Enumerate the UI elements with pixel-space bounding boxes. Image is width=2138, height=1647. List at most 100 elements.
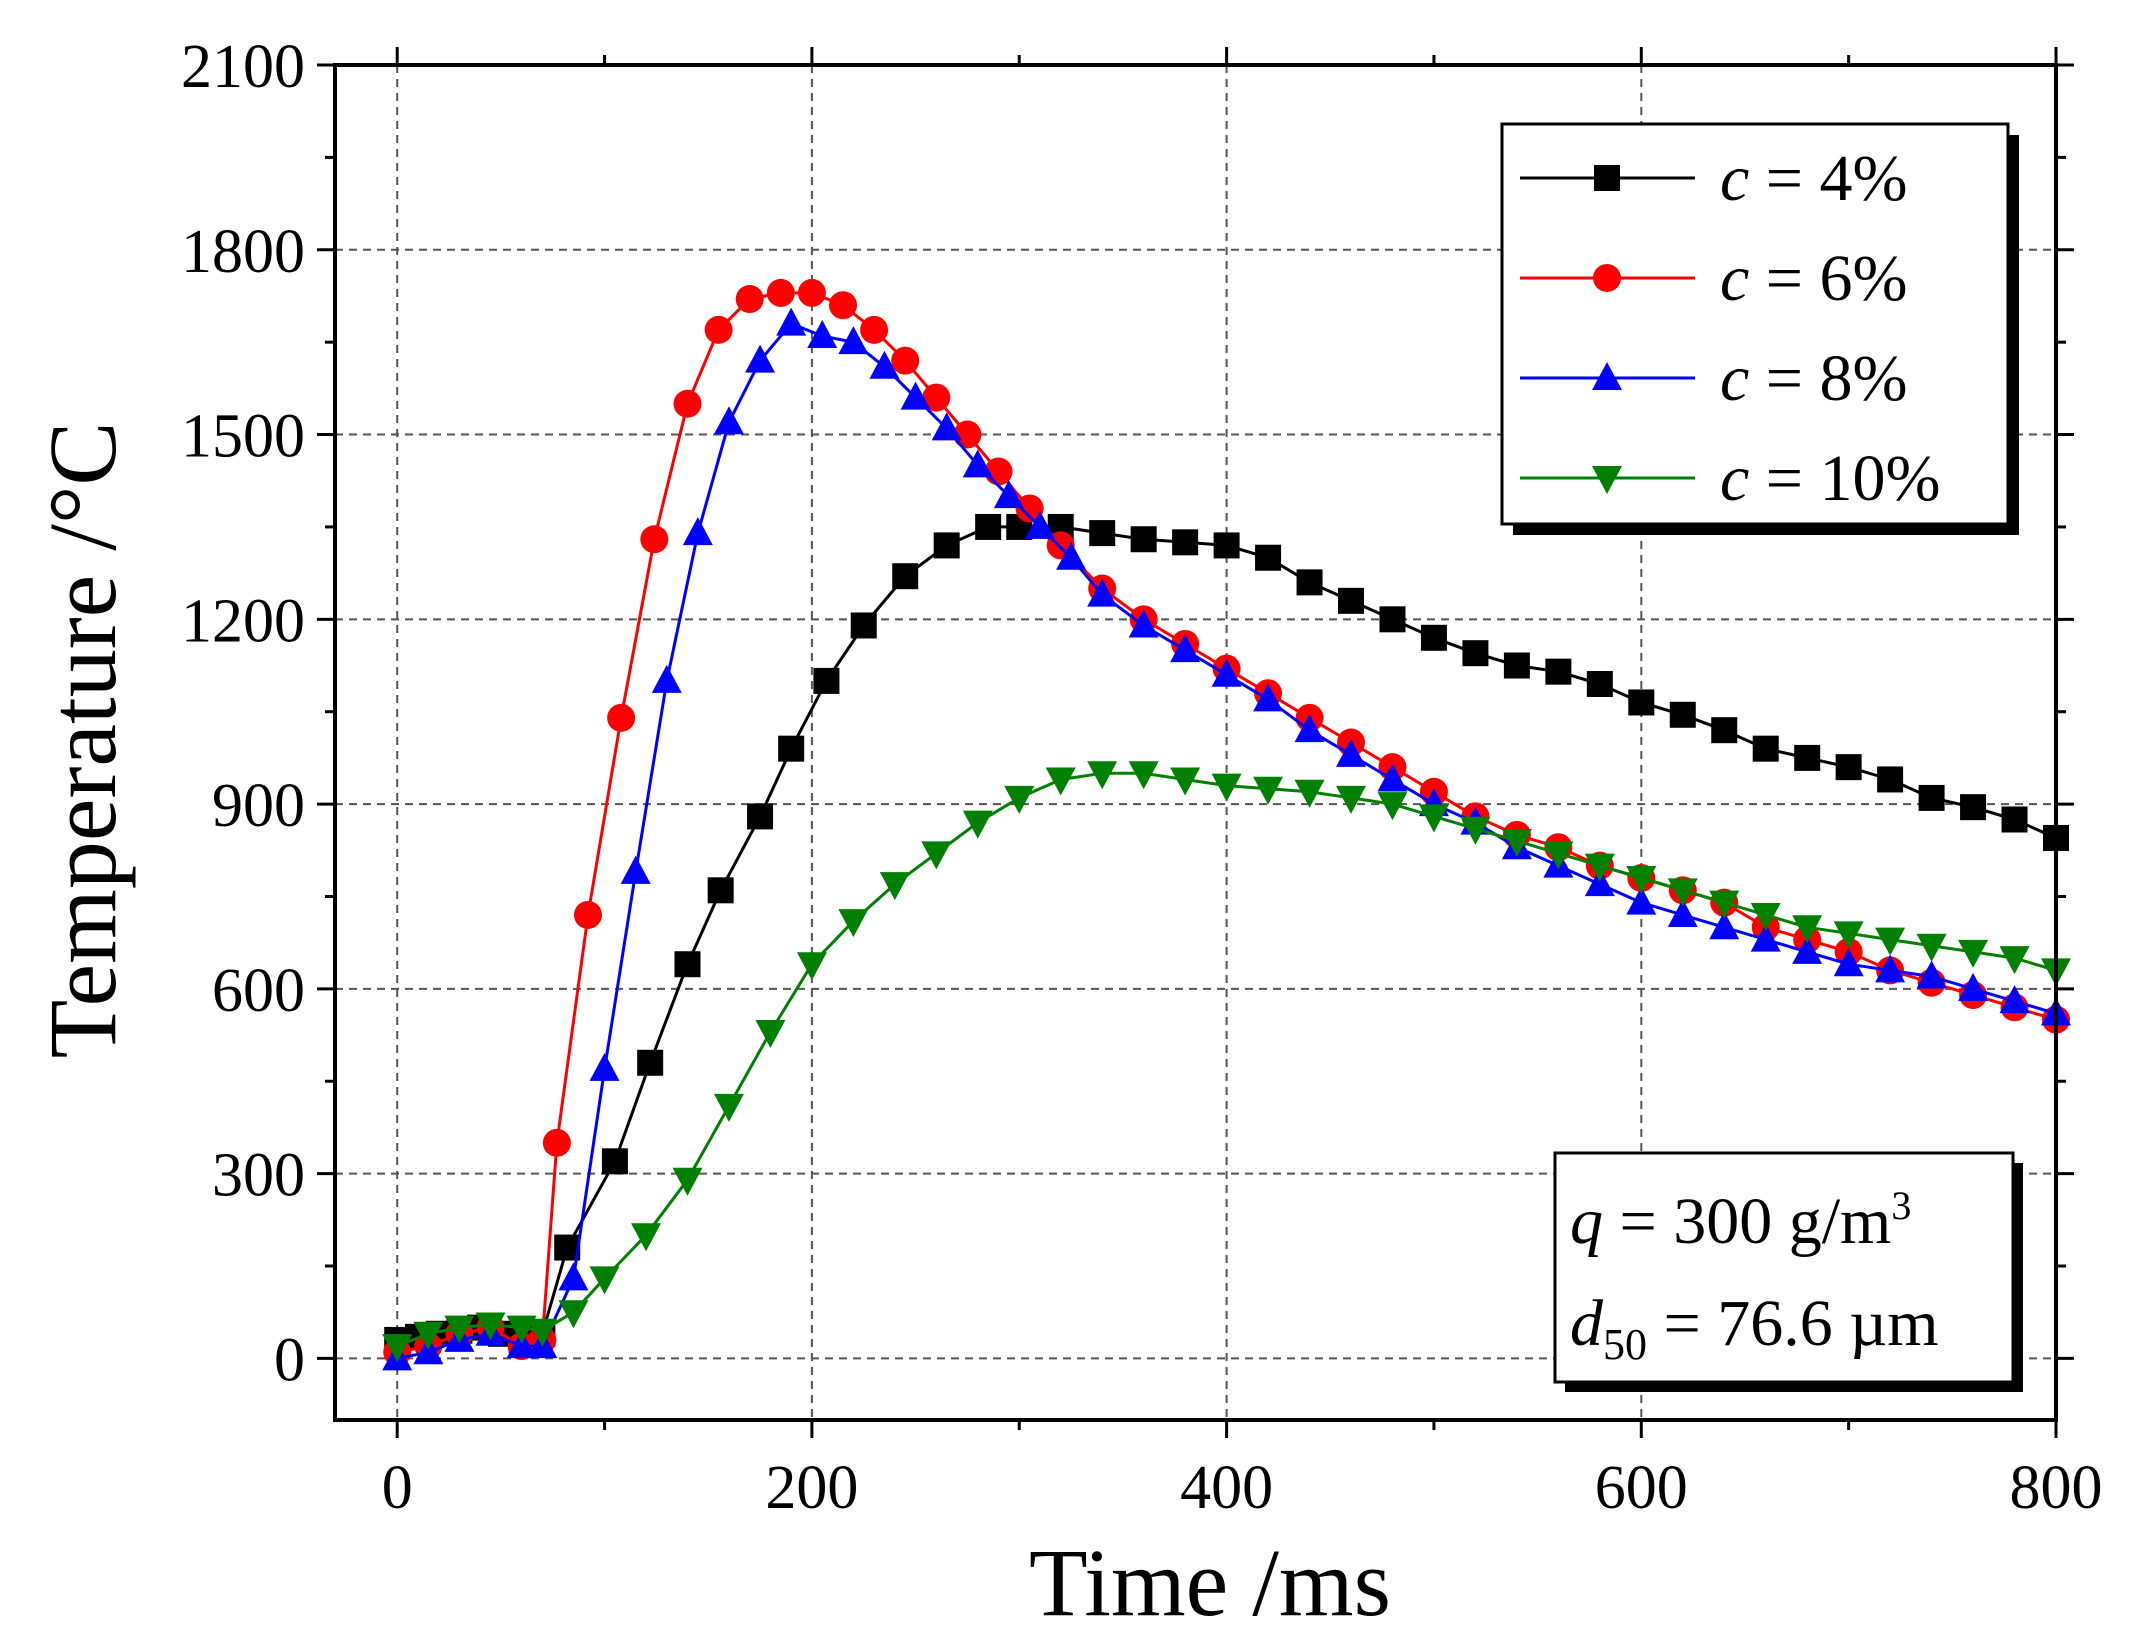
- data-point: [444, 1315, 475, 1344]
- data-point: [1045, 767, 1076, 796]
- x-tick-label: 200: [765, 1454, 858, 1522]
- data-point: [1213, 532, 1240, 559]
- data-point: [807, 320, 838, 348]
- data-point: [1667, 878, 1698, 907]
- data-point: [1024, 510, 1055, 539]
- data-point: [1833, 921, 1864, 950]
- data-point: [542, 1128, 571, 1157]
- legend-marker: [1592, 466, 1622, 494]
- data-point: [1875, 927, 1906, 956]
- data-point: [1709, 890, 1740, 919]
- data-point: [589, 1052, 620, 1081]
- data-point: [1130, 526, 1157, 553]
- condition-annotation: q = 300 g/m3 d50 = 76.6 µm: [1553, 1151, 2023, 1392]
- legend-entry: c = 4%: [1520, 142, 1908, 215]
- legend-marker: [1594, 165, 1620, 191]
- annotation-box: [1553, 1151, 2015, 1384]
- data-point: [382, 1334, 413, 1363]
- data-point: [674, 951, 701, 978]
- data-point: [1626, 866, 1657, 894]
- data-point: [900, 381, 931, 410]
- data-point: [1087, 578, 1118, 607]
- data-point: [1211, 773, 1242, 802]
- legend-entry: c = 6%: [1520, 242, 1908, 315]
- legend-entries: c = 4% c = 6% c = 8% c = 10%: [1520, 142, 1941, 515]
- data-point: [506, 1315, 537, 1344]
- legend-label: c = 10%: [1720, 442, 1941, 515]
- data-point: [1584, 868, 1615, 897]
- data-point: [797, 278, 826, 307]
- data-point: [813, 667, 840, 694]
- data-point: [1626, 886, 1657, 915]
- data-point: [558, 1262, 589, 1291]
- data-point: [1833, 948, 1864, 977]
- legend-entry: c = 10%: [1520, 442, 1941, 515]
- data-point: [1336, 785, 1367, 814]
- data-point: [1170, 634, 1201, 663]
- data-point: [1916, 960, 1947, 989]
- plot-frame: [333, 63, 2058, 1422]
- y-tick-label: 900: [212, 772, 305, 840]
- data-point: [1711, 717, 1738, 744]
- data-point: [1586, 670, 1613, 697]
- data-point: [1296, 569, 1323, 596]
- data-point: [953, 420, 982, 449]
- data-point: [651, 664, 682, 693]
- data-point: [1545, 658, 1572, 685]
- data-point: [922, 383, 951, 412]
- data-point: [707, 877, 734, 904]
- y-tick-label: 1500: [181, 403, 305, 471]
- data-point: [745, 344, 776, 373]
- data-point: [892, 563, 919, 590]
- data-point: [589, 1266, 620, 1295]
- legend-label: c = 8%: [1720, 342, 1908, 415]
- data-point: [1377, 763, 1408, 792]
- data-point: [1294, 779, 1325, 808]
- data-point: [921, 841, 952, 870]
- data-point: [1128, 761, 1159, 790]
- data-point: [640, 525, 669, 554]
- data-point: [573, 900, 602, 929]
- y-tick-label: 1200: [181, 587, 305, 655]
- data-point: [755, 1019, 786, 1048]
- data-point: [1877, 766, 1904, 793]
- data-point: [1253, 683, 1284, 712]
- legend-box: [1500, 122, 2010, 526]
- data-point: [993, 480, 1024, 509]
- data-point: [1584, 853, 1615, 882]
- data-point: [631, 1223, 662, 1252]
- data-point: [1170, 767, 1201, 796]
- data-point: [637, 1049, 664, 1076]
- data-point: [1128, 609, 1159, 638]
- data-point: [747, 803, 774, 830]
- data-point: [962, 810, 993, 839]
- data-point: [1667, 898, 1698, 927]
- legend-entry: c = 8%: [1520, 342, 1908, 415]
- data-point: [879, 872, 910, 901]
- x-tick-label: 800: [2010, 1454, 2103, 1522]
- data-point: [1875, 954, 1906, 983]
- data-point: [2001, 806, 2028, 833]
- data-point: [1379, 606, 1406, 633]
- y-tick-label: 1800: [181, 218, 305, 286]
- series-2: [382, 307, 2071, 1371]
- legend-label: c = 4%: [1720, 142, 1908, 215]
- data-point: [1918, 784, 1945, 811]
- data-point: [413, 1321, 444, 1350]
- legend: c = 4% c = 6% c = 8% c = 10%: [1500, 122, 2019, 535]
- data-point: [735, 285, 764, 314]
- series-line: [396, 525, 2057, 1342]
- data-point: [1418, 804, 1449, 833]
- legend-label: c = 6%: [1720, 242, 1908, 315]
- data-point: [1015, 494, 1044, 523]
- data-point: [838, 326, 869, 355]
- series-layer: [382, 278, 2071, 1371]
- data-point: [1420, 624, 1447, 651]
- data-point: [1999, 946, 2030, 975]
- data-point: [1916, 933, 1947, 962]
- data-point: [672, 1167, 703, 1196]
- data-point: [682, 517, 713, 546]
- data-point: [673, 389, 702, 418]
- data-point: [796, 952, 827, 981]
- data-point: [1089, 520, 1116, 547]
